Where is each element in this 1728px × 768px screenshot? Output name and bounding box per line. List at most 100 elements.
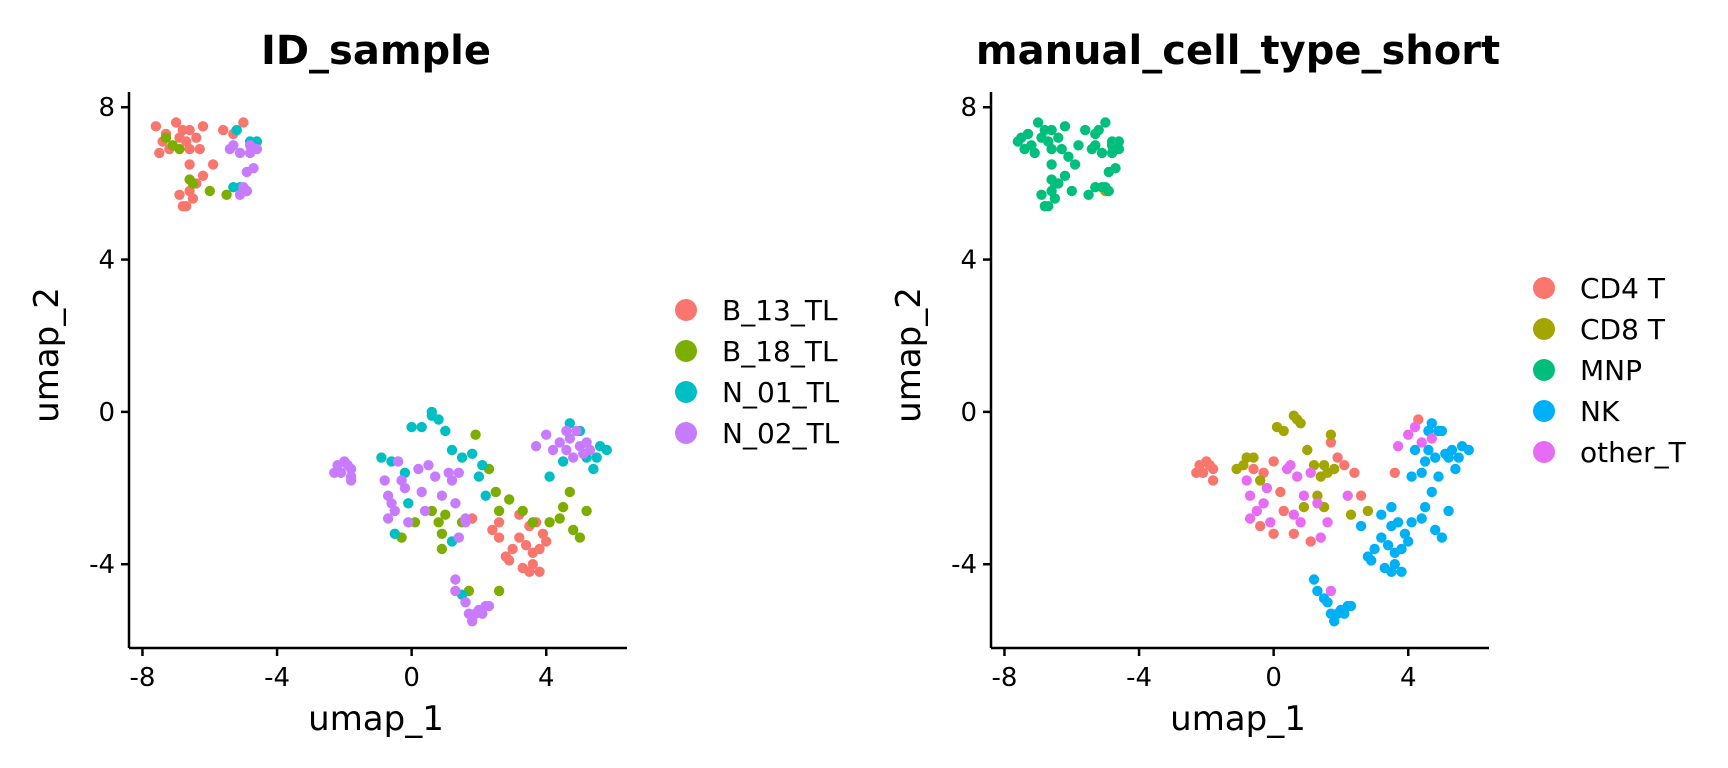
legend-swatch	[1533, 441, 1555, 463]
data-point	[1043, 201, 1054, 212]
data-point	[1423, 444, 1434, 456]
data-point	[1285, 460, 1296, 471]
data-point	[342, 460, 353, 471]
data-point	[534, 543, 545, 555]
data-point	[534, 566, 545, 577]
data-point	[1069, 159, 1081, 170]
data-point	[1376, 509, 1387, 520]
series-b-18-tl	[160, 132, 592, 597]
data-point	[487, 524, 498, 536]
data-point	[1204, 460, 1215, 471]
legend-label: N_01_TL	[722, 376, 840, 409]
data-point	[450, 498, 461, 509]
y-tick-label: 4	[98, 246, 115, 276]
data-point	[1083, 189, 1094, 200]
legend: CD4 T CD8 T MNP NK other_T	[1533, 272, 1687, 469]
data-point	[399, 482, 411, 494]
data-point	[423, 460, 434, 471]
data-point	[1059, 121, 1071, 132]
legend-swatch	[675, 381, 697, 403]
data-point	[1073, 140, 1084, 151]
data-point	[1332, 452, 1343, 463]
data-point	[504, 494, 515, 505]
y-tick-label: 0	[960, 398, 977, 428]
legend-swatch	[1533, 318, 1555, 340]
legend-label: CD8 T	[1580, 313, 1666, 346]
panel-title: ID_sample	[261, 28, 491, 74]
data-point	[601, 444, 612, 456]
data-point	[1396, 566, 1407, 577]
data-point	[530, 441, 542, 452]
data-point	[544, 517, 555, 528]
data-point	[184, 159, 195, 170]
data-point	[541, 429, 552, 440]
data-point	[544, 471, 555, 482]
data-point	[1046, 143, 1057, 155]
legend-label: NK	[1580, 395, 1620, 428]
data-point	[557, 501, 569, 513]
data-point	[1029, 147, 1040, 159]
data-point	[1066, 185, 1078, 197]
legend-label: CD4 T	[1580, 272, 1666, 305]
data-point	[382, 513, 394, 524]
y-tick-label: 8	[98, 93, 115, 123]
data-point	[1312, 585, 1323, 597]
series-other-t	[1241, 421, 1438, 597]
data-point	[1376, 532, 1387, 543]
data-point	[1366, 555, 1377, 566]
data-point	[1406, 517, 1417, 528]
legend-label: other_T	[1580, 436, 1687, 469]
data-point	[1389, 559, 1401, 570]
data-point	[1056, 143, 1067, 155]
x-tick-label: 0	[1265, 663, 1282, 693]
data-point	[1258, 498, 1269, 509]
y-tick-label: 4	[960, 246, 977, 276]
data-point	[507, 543, 518, 555]
legend-label: B_13_TL	[722, 294, 838, 327]
data-point	[191, 132, 202, 143]
series-cd8-t	[1100, 185, 1374, 520]
data-point	[1409, 421, 1421, 433]
data-point	[477, 460, 488, 471]
data-point	[1295, 517, 1306, 528]
legend-label: MNP	[1580, 354, 1642, 387]
series-cd4-t	[1191, 414, 1424, 547]
data-point	[557, 456, 569, 467]
data-point	[1255, 475, 1266, 486]
data-point	[1315, 532, 1327, 543]
data-point	[1318, 593, 1330, 604]
plot-area: -8 -4 0 4 -4 0 4 8	[89, 92, 627, 693]
data-point	[1392, 441, 1404, 452]
data-point	[221, 189, 232, 200]
data-point	[1248, 463, 1259, 475]
data-point	[517, 505, 528, 517]
data-point	[1080, 124, 1091, 136]
data-point	[1416, 467, 1427, 478]
data-point	[568, 524, 579, 536]
y-tick-label: -4	[89, 550, 115, 580]
data-point	[493, 585, 505, 597]
data-point	[574, 532, 586, 543]
data-point	[1288, 528, 1300, 539]
data-point	[413, 463, 424, 475]
legend-swatch	[1533, 277, 1555, 299]
data-point	[1463, 444, 1475, 456]
data-point	[204, 185, 215, 197]
data-point	[1268, 528, 1279, 539]
data-point	[1090, 140, 1101, 151]
data-point	[160, 132, 172, 143]
data-point	[564, 433, 575, 444]
series-n-01-tl	[228, 124, 612, 600]
x-axis-title: umap_1	[308, 699, 444, 739]
data-point	[436, 543, 448, 555]
data-point	[1339, 460, 1350, 471]
data-point	[547, 444, 559, 456]
data-point	[1409, 444, 1421, 456]
legend-item-nk: NK	[1533, 395, 1620, 428]
data-point	[248, 163, 259, 174]
data-point	[1251, 505, 1263, 517]
data-point	[436, 528, 448, 539]
data-point	[436, 490, 448, 501]
data-point	[1419, 456, 1431, 467]
